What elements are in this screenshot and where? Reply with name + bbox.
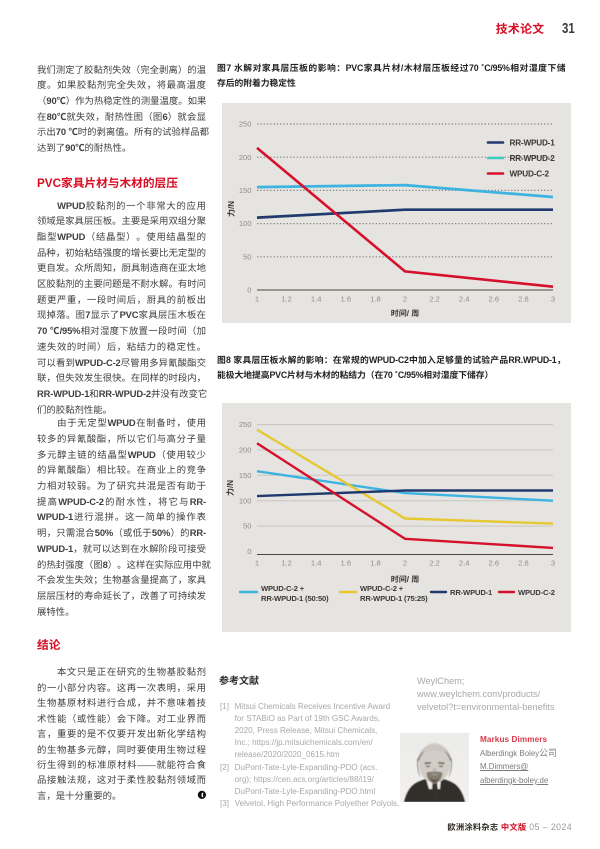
svg-text:WPUD-C-2: WPUD-C-2 [518, 588, 555, 597]
svg-text:2: 2 [403, 295, 407, 304]
svg-text:2.2: 2.2 [429, 295, 440, 304]
svg-text:时间/ 周: 时间/ 周 [391, 574, 419, 585]
svg-text:250: 250 [239, 120, 252, 129]
svg-text:100: 100 [239, 496, 252, 505]
svg-text:2.6: 2.6 [489, 559, 500, 568]
svg-text:50: 50 [243, 252, 251, 261]
svg-text:0: 0 [247, 547, 251, 556]
svg-text:2.4: 2.4 [459, 559, 470, 568]
svg-text:1.2: 1.2 [281, 559, 292, 568]
svg-text:2.4: 2.4 [459, 295, 470, 304]
svg-text:200: 200 [239, 446, 252, 455]
svg-text:150: 150 [239, 186, 252, 195]
svg-text:1.2: 1.2 [281, 295, 292, 304]
svg-text:50: 50 [243, 522, 251, 531]
svg-text:150: 150 [239, 471, 252, 480]
svg-text:1.6: 1.6 [341, 295, 352, 304]
svg-text:200: 200 [239, 153, 252, 162]
svg-text:0: 0 [247, 286, 251, 295]
svg-text:3: 3 [551, 559, 555, 568]
svg-text:2: 2 [403, 559, 407, 568]
svg-text:1: 1 [255, 559, 259, 568]
svg-text:1: 1 [255, 295, 259, 304]
svg-text:RR-WPUD-1: RR-WPUD-1 [510, 139, 556, 148]
svg-text:WPUD-C-2: WPUD-C-2 [510, 170, 550, 179]
svg-text:1.8: 1.8 [370, 559, 381, 568]
svg-text:力/N: 力/N [225, 480, 236, 496]
svg-text:1.4: 1.4 [311, 295, 322, 304]
svg-text:RR-WPUD-1 (50:50): RR-WPUD-1 (50:50) [261, 594, 329, 603]
svg-text:1.6: 1.6 [341, 559, 352, 568]
svg-text:WPUD-C-2 +: WPUD-C-2 + [360, 584, 404, 593]
svg-text:1.4: 1.4 [311, 559, 322, 568]
svg-text:2.8: 2.8 [518, 295, 529, 304]
svg-text:RR-WPUD-1 (75:25): RR-WPUD-1 (75:25) [360, 594, 428, 603]
svg-text:250: 250 [239, 420, 252, 429]
svg-text:RR-WPUD-1: RR-WPUD-1 [450, 588, 493, 597]
svg-text:2.8: 2.8 [518, 559, 529, 568]
svg-text:RR-WPUD-2: RR-WPUD-2 [510, 154, 556, 163]
svg-text:3: 3 [551, 295, 555, 304]
svg-text:100: 100 [239, 219, 252, 228]
svg-text:2.2: 2.2 [429, 559, 440, 568]
svg-text:1.8: 1.8 [370, 295, 381, 304]
svg-text:WPUD-C-2 +: WPUD-C-2 + [261, 584, 305, 593]
svg-text:2.6: 2.6 [489, 295, 500, 304]
svg-text:力/N: 力/N [226, 201, 237, 217]
svg-text:时间/ 周: 时间/ 周 [391, 308, 419, 319]
